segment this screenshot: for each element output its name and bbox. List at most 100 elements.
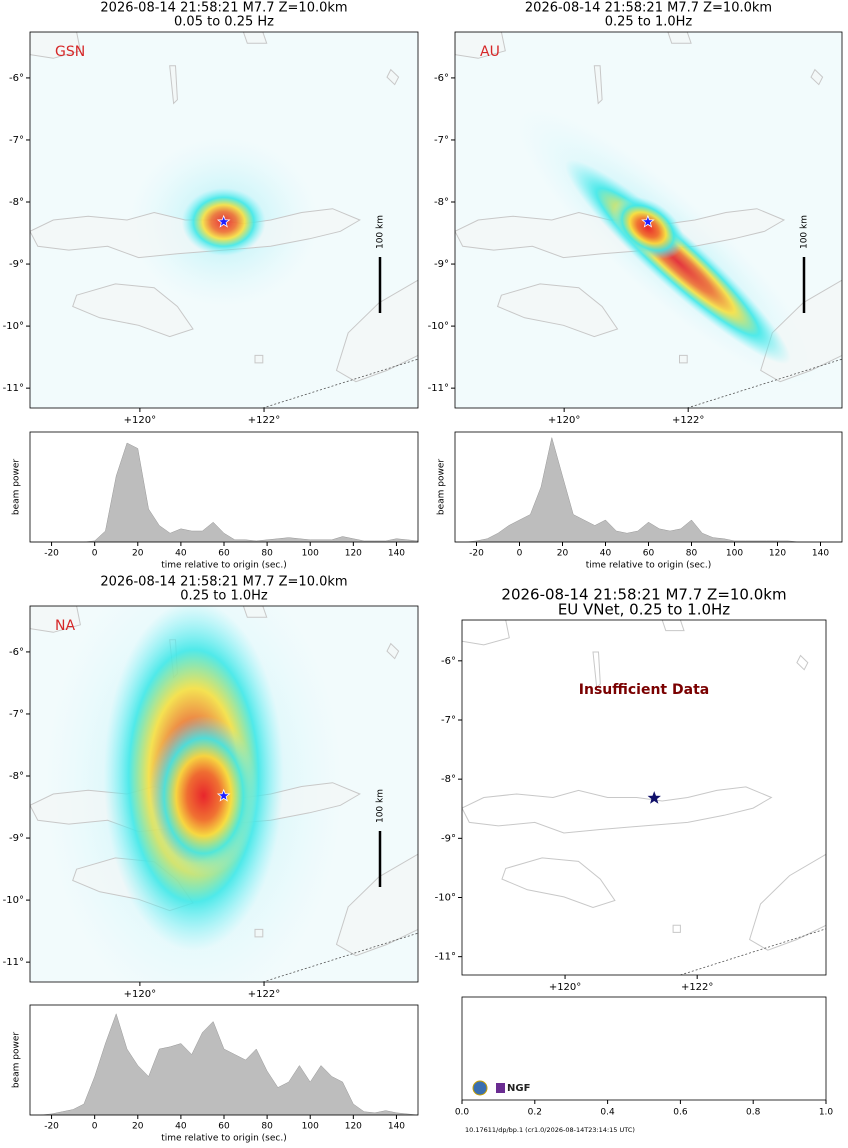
x-tick-label: 40: [175, 549, 187, 559]
map-frame: [29, 31, 419, 409]
x-axis-label: time relative to origin (sec.): [586, 561, 711, 571]
map-title: 2026-08-14 21:58:21 M7.7 Z=10.0km: [100, 575, 347, 590]
x-tick-label: +122°: [248, 415, 280, 426]
energy: [148, 715, 259, 876]
coastline: [661, 620, 685, 632]
energy: [611, 196, 684, 260]
y-tick-label: -10°: [435, 892, 456, 903]
logo-text: NGF: [507, 1083, 530, 1094]
map-subtitle: 0.05 to 0.25 Hz: [174, 15, 274, 30]
y-tick-label: -8°: [434, 197, 449, 208]
map-area: [462, 620, 826, 975]
y-tick-label: -7°: [9, 709, 24, 720]
footer: 10.17611/dp/bp.1 (cr1.0/2026-08-14T23:14…: [465, 1126, 635, 1134]
beam-power-area: [455, 437, 842, 543]
coastline: [335, 853, 418, 957]
y-tick-label: -7°: [434, 135, 449, 146]
x-axis-label: time relative to origin (sec.): [161, 561, 286, 571]
y-tick-label: -9°: [441, 833, 456, 844]
coastline: [749, 853, 826, 951]
y-tick-label: -7°: [441, 715, 456, 726]
map-area: [30, 606, 418, 982]
x-tick-label: 80: [261, 549, 273, 559]
network-label: GSN: [55, 44, 85, 60]
map-title: 2026-08-14 21:58:21 M7.7 Z=10.0km: [501, 586, 786, 604]
y-tick-label: -11°: [3, 957, 24, 968]
y-axis-label: beam power: [12, 1032, 22, 1089]
y-tick-label: -8°: [441, 774, 456, 785]
map-title: 2026-08-14 21:58:21 M7.7 Z=10.0km: [525, 1, 772, 16]
coastline: [335, 279, 418, 383]
x-tick-label: 0: [92, 1122, 98, 1132]
x-tick-label: 140: [388, 1122, 405, 1132]
map-frame: [461, 619, 827, 976]
map-subtitle: EU VNet, 0.25 to 1.0Hz: [558, 601, 730, 619]
x-tick-label: 40: [600, 549, 612, 559]
coastline: [30, 32, 81, 59]
coastline: [496, 283, 619, 338]
x-tick-label: 120: [345, 1122, 362, 1132]
epicenter: [641, 214, 655, 228]
x-tick-label: +120°: [124, 415, 156, 426]
coastline: [672, 924, 681, 933]
plate-boundary: [687, 358, 842, 408]
x-tick-label: 20: [132, 549, 144, 559]
y-tick-label: -9°: [9, 259, 24, 270]
x-tick-label: +120°: [548, 415, 580, 426]
x-tick-label: +120°: [124, 989, 156, 1000]
plate-boundary: [680, 928, 826, 975]
x-tick-label: 0.4: [600, 1108, 615, 1118]
epicenter: [216, 788, 231, 802]
coastline: [796, 654, 809, 671]
plate-boundary: [262, 932, 418, 982]
y-tick-label: -9°: [434, 259, 449, 270]
y-tick-label: -11°: [428, 383, 449, 394]
x-tick-label: 100: [726, 549, 743, 559]
coastline: [254, 928, 264, 938]
coastline: [242, 32, 268, 44]
x-tick-label: 0: [517, 549, 523, 559]
coastline: [72, 283, 194, 338]
coastline: [593, 65, 603, 105]
x-tick-label: +120°: [549, 982, 581, 993]
scale-bar-label: 100 km: [376, 215, 386, 249]
x-tick-label: 120: [769, 549, 786, 559]
y-axis-label: beam power: [12, 459, 22, 516]
beam-power-area: [30, 442, 419, 543]
scale-bar-label: 100 km: [800, 215, 810, 249]
coastline: [242, 606, 268, 618]
coastline: [254, 354, 264, 364]
coastline: [462, 620, 510, 646]
coastline: [455, 32, 506, 59]
coastline: [386, 642, 400, 660]
y-tick-label: -8°: [9, 197, 24, 208]
x-axis-label: time relative to origin (sec.): [161, 1134, 286, 1144]
x-tick-label: 80: [261, 1122, 273, 1132]
map-frame: [29, 605, 419, 983]
y-tick-label: -9°: [9, 833, 24, 844]
coastline: [592, 651, 601, 689]
plate-boundary: [262, 358, 418, 408]
x-tick-label: 0.8: [746, 1108, 761, 1118]
y-tick-label: -6°: [441, 656, 456, 667]
epicenter: [216, 214, 231, 228]
y-tick-label: -10°: [428, 321, 449, 332]
y-tick-label: -10°: [3, 895, 24, 906]
x-tick-label: +122°: [248, 989, 280, 1000]
x-tick-label: +122°: [681, 982, 713, 993]
beam-power-area: [30, 1013, 419, 1116]
x-tick-label: 60: [218, 1122, 230, 1132]
x-tick-label: 20: [557, 549, 569, 559]
y-tick-label: -6°: [434, 73, 449, 84]
x-tick-label: -20: [44, 1122, 59, 1132]
x-tick-label: 80: [686, 549, 698, 559]
x-tick-label: 20: [132, 1122, 144, 1132]
x-tick-label: 120: [345, 549, 362, 559]
x-tick-label: 0: [92, 549, 98, 559]
map-area: [30, 32, 418, 408]
map-subtitle: 0.25 to 1.0Hz: [180, 589, 268, 604]
epicenter: [647, 791, 661, 804]
plot-frame: [29, 431, 419, 543]
y-tick-label: -11°: [435, 952, 456, 963]
map-area: [455, 32, 842, 408]
